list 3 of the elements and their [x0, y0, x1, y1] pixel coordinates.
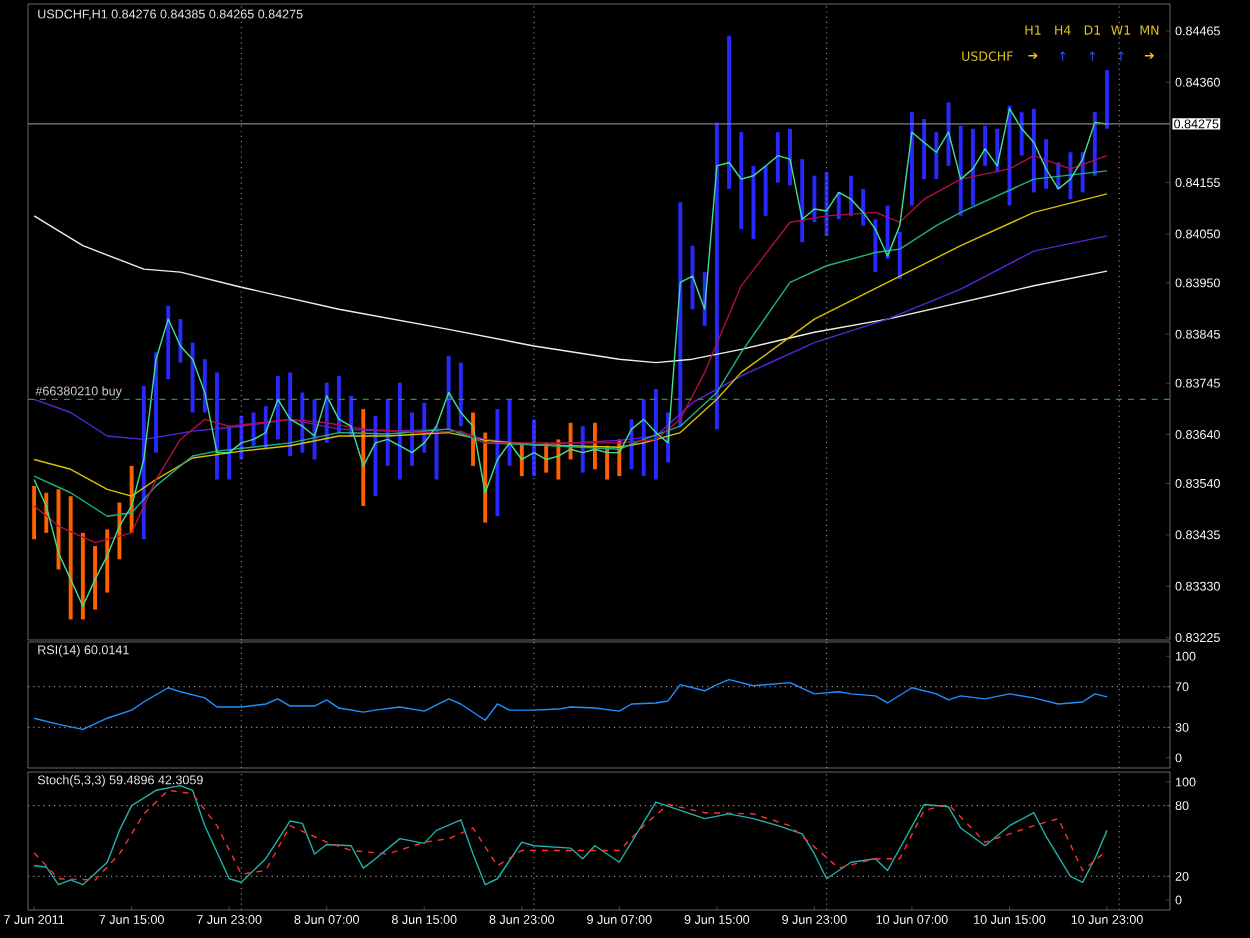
line-series: [33, 108, 1108, 607]
line-series: [33, 235, 1108, 446]
line-series: [33, 678, 1108, 731]
